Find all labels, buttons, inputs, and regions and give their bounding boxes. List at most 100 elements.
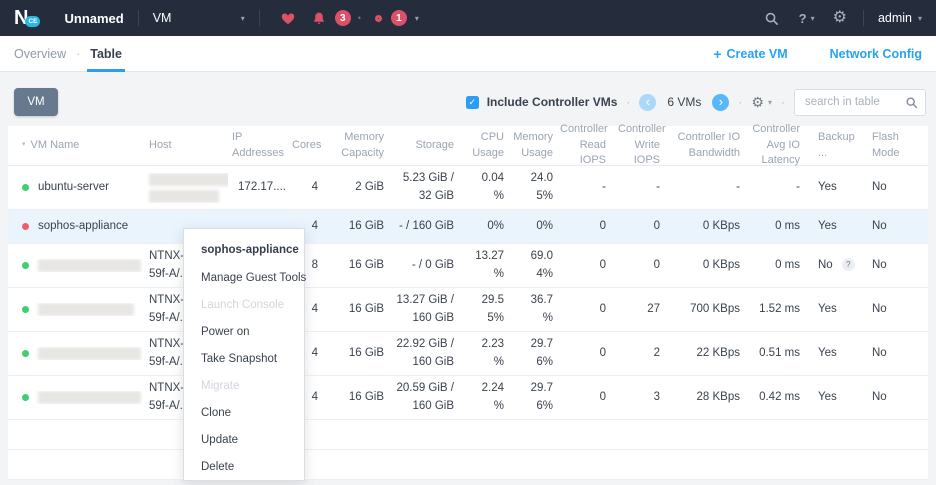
cell-mem: 29.7 6% (530, 382, 553, 412)
column-header-write_iops[interactable]: Controller Write IOPS (618, 122, 666, 167)
include-controller-label[interactable]: Include Controller VMs (486, 95, 618, 109)
alerts-count-badge[interactable]: 3 (334, 10, 351, 26)
chevron-down-icon: ▾ (767, 97, 772, 107)
cell-host (145, 172, 228, 203)
column-header-read_iops[interactable]: Controller Read IOPS (560, 122, 608, 167)
user-menu[interactable]: admin ▾ (878, 11, 922, 25)
page-selector-dropdown[interactable]: VM ▾ (153, 11, 245, 25)
menu-item-migrate: Migrate (201, 380, 240, 392)
column-header-memory[interactable]: Memory Capacity (341, 130, 384, 159)
separator-dot: · (781, 95, 785, 109)
cell-ip: 172.17.... (238, 180, 286, 193)
table-row[interactable]: NTNX- 59f-A/... 4 16 GiB 13.27 GiB / 160 Gi… (8, 288, 928, 332)
column-header-cores[interactable]: Cores (292, 138, 322, 151)
cell-latency: - (796, 180, 800, 193)
cell-write_iops: 3 (653, 390, 660, 403)
vm-status-dot (22, 350, 29, 357)
menu-item-power-on[interactable]: Power on (201, 326, 250, 338)
tasks-count-badge[interactable]: 1 (390, 10, 407, 26)
table-row[interactable]: NTNX- 59f-A/... 4 16 GiB 22.92 GiB / 160 Gi… (8, 332, 928, 376)
column-header-name[interactable]: ▾ VM Name (22, 138, 80, 151)
cell-backup: Yes (818, 219, 837, 232)
backup-help-icon[interactable]: ? (841, 257, 855, 271)
tasks-ring-icon[interactable] (374, 14, 382, 22)
cell-name (8, 391, 145, 404)
cell-write_iops: - (656, 180, 660, 193)
network-config-button[interactable]: Network Config (829, 46, 922, 61)
column-header-cpu[interactable]: CPU Usage (472, 130, 504, 159)
cell-flash: No (872, 180, 887, 193)
redacted-vm-name (38, 259, 141, 272)
menu-item-clone[interactable]: Clone (201, 407, 232, 419)
table-row[interactable]: sophos-appliance 4 16 GiB - / 160 GiB 0% 0% 0 0… (8, 210, 928, 244)
nutanix-logo[interactable]: N CE (14, 8, 41, 28)
help-menu[interactable]: ? ▾ (799, 11, 815, 26)
prev-page-button[interactable]: ‹ (639, 93, 657, 111)
tab-overview[interactable]: Overview (14, 46, 67, 61)
global-search-icon[interactable] (764, 11, 779, 26)
next-page-button[interactable]: › (712, 93, 730, 111)
cell-mem: 0% (536, 219, 553, 232)
search-icon (906, 96, 918, 108)
column-header-latency[interactable]: Controller Avg IO Latency (752, 122, 800, 167)
include-controller-checkbox[interactable]: ✓ (465, 95, 479, 109)
cell-mem: 29.7 6% (530, 338, 553, 368)
cell-flash: No (872, 258, 887, 271)
vm-status-dot (22, 262, 29, 269)
settings-gear-icon[interactable]: ⚙ (832, 9, 847, 26)
cell-flash: No (872, 219, 887, 232)
cell-flash: No (872, 346, 887, 359)
column-header-flash[interactable]: Flash Mode (872, 130, 900, 159)
vm-status-dot (22, 184, 29, 191)
chevron-down-icon[interactable]: ▾ (414, 13, 419, 23)
redacted-host (149, 172, 228, 186)
cell-write_iops: 27 (647, 302, 660, 315)
column-header-mem[interactable]: Memory Usage (513, 130, 553, 159)
entity-type-chip[interactable]: VM (14, 88, 58, 116)
menu-item-delete[interactable]: Delete (201, 461, 235, 473)
cell-storage: 5.23 GiB / 32 GiB (402, 172, 454, 202)
cell-storage: 13.27 GiB / 160 GiB (396, 294, 454, 324)
cell-cores: 4 (311, 302, 318, 315)
cell-memory: 2 GiB (355, 180, 384, 193)
table-row[interactable]: NTNX- 59f-A/... 8 16 GiB - / 0 GiB 13.27 % 69… (8, 244, 928, 288)
cell-write_iops: 0 (653, 219, 660, 232)
column-header-storage[interactable]: Storage (415, 138, 454, 151)
menu-item-manage-guest-tools[interactable]: Manage Guest Tools (201, 272, 307, 284)
column-header-bandwidth[interactable]: Controller IO Bandwidth (677, 130, 740, 159)
menu-item-take-snapshot[interactable]: Take Snapshot (201, 353, 278, 365)
column-header-host[interactable]: Host (149, 138, 172, 151)
column-header-backup[interactable]: Backup ... (818, 130, 855, 159)
tab-table[interactable]: Table (87, 36, 125, 72)
cell-read_iops: 0 (599, 346, 606, 359)
table-search-input[interactable] (794, 88, 926, 116)
table-row[interactable]: NTNX- 59f-A/... 4 16 GiB 20.59 GiB / 160 Gi… (8, 376, 928, 420)
cell-write_iops: 0 (653, 258, 660, 271)
page-selector-label: VM (152, 11, 172, 25)
cell-host: NTNX- 59f-A/... (149, 250, 190, 280)
vm-count-label: 6 VMs (667, 95, 702, 109)
cell-backup: Yes (818, 346, 837, 359)
tab-separator: · (76, 46, 81, 61)
menu-item-update[interactable]: Update (201, 434, 239, 446)
vm-name-label: sophos-appliance (38, 219, 129, 232)
table-settings-gear-icon[interactable]: ⚙ ▾ (751, 93, 772, 110)
cell-mem: 36.7 % (530, 294, 553, 324)
topbar: N CE Unnamed VM ▾ 3 • 1 ▾ ? ▾ ⚙ admin ▾ (0, 0, 936, 36)
cell-backup: Yes (818, 302, 837, 315)
cell-bandwidth: 22 KBps (696, 346, 740, 359)
create-vm-label: Create VM (726, 46, 788, 61)
cell-bandwidth: - (736, 180, 740, 193)
cell-cores: 4 (311, 390, 318, 403)
cell-memory: 16 GiB (348, 346, 384, 359)
table-row[interactable]: ubuntu-server 172.17.... 4 2 GiB 5.23 GiB / … (8, 166, 928, 210)
alerts-bell-icon[interactable] (312, 11, 326, 26)
vm-status-dot (22, 306, 29, 313)
create-vm-button[interactable]: + Create VM (713, 46, 787, 62)
cell-name: ubuntu-server (8, 179, 145, 196)
health-heart-icon[interactable] (280, 11, 296, 26)
cell-name (8, 347, 145, 360)
cluster-name[interactable]: Unnamed (64, 10, 124, 26)
cell-memory: 16 GiB (348, 258, 384, 271)
column-header-ip[interactable]: IP Addresses (232, 130, 284, 159)
